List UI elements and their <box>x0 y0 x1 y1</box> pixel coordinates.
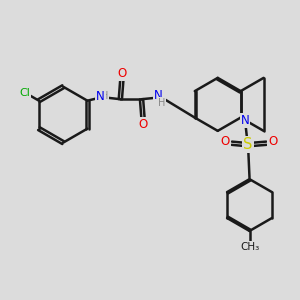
Text: O: O <box>138 118 148 131</box>
Text: H: H <box>101 91 109 101</box>
Text: O: O <box>221 135 230 148</box>
Text: O: O <box>117 67 126 80</box>
Text: S: S <box>243 137 253 152</box>
Text: Cl: Cl <box>20 88 30 98</box>
Text: N: N <box>241 114 250 127</box>
Text: N: N <box>96 90 105 103</box>
Text: H: H <box>158 98 166 108</box>
Text: O: O <box>268 135 278 148</box>
Text: CH₃: CH₃ <box>240 242 259 252</box>
Text: N: N <box>154 89 163 102</box>
